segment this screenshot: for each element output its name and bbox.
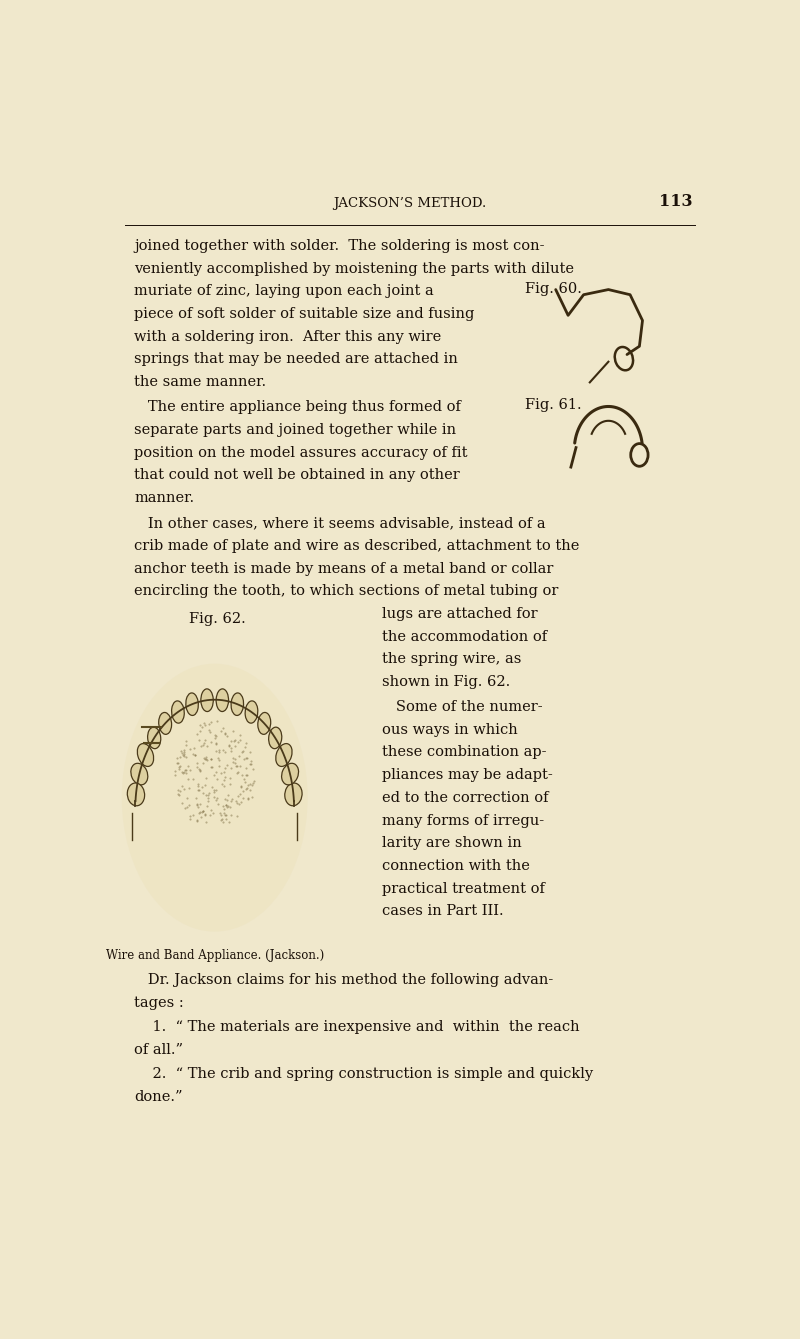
Ellipse shape xyxy=(216,688,229,711)
Ellipse shape xyxy=(186,692,198,715)
Text: done.”: done.” xyxy=(134,1090,182,1103)
Text: the accommodation of: the accommodation of xyxy=(382,629,547,644)
Text: piece of soft solder of suitable size and fusing: piece of soft solder of suitable size an… xyxy=(134,307,474,321)
Text: the same manner.: the same manner. xyxy=(134,375,266,390)
Text: manner.: manner. xyxy=(134,491,194,505)
Ellipse shape xyxy=(269,727,282,749)
Ellipse shape xyxy=(201,688,214,711)
Text: that could not well be obtained in any other: that could not well be obtained in any o… xyxy=(134,469,460,482)
Text: Some of the numer-: Some of the numer- xyxy=(382,700,542,714)
Text: cases in Part III.: cases in Part III. xyxy=(382,904,504,919)
Text: of all.”: of all.” xyxy=(134,1043,183,1056)
Text: 2.  “ The crib and spring construction is simple and quickly: 2. “ The crib and spring construction is… xyxy=(134,1067,594,1081)
Ellipse shape xyxy=(131,763,148,785)
Text: springs that may be needed are attached in: springs that may be needed are attached … xyxy=(134,352,458,367)
Text: ous ways in which: ous ways in which xyxy=(382,723,518,736)
Text: Fig. 62.: Fig. 62. xyxy=(190,612,246,627)
Text: Fig. 61.: Fig. 61. xyxy=(525,398,582,412)
Ellipse shape xyxy=(148,727,161,749)
Text: shown in Fig. 62.: shown in Fig. 62. xyxy=(382,675,510,690)
Text: Fig. 60.: Fig. 60. xyxy=(525,283,582,296)
Text: Wire and Band Appliance. (Jackson.): Wire and Band Appliance. (Jackson.) xyxy=(106,949,324,963)
Text: connection with the: connection with the xyxy=(382,858,530,873)
Text: with a soldering iron.  After this any wire: with a soldering iron. After this any wi… xyxy=(134,329,442,344)
Text: The entire appliance being thus formed of: The entire appliance being thus formed o… xyxy=(134,400,461,414)
Text: encircling the tooth, to which sections of metal tubing or: encircling the tooth, to which sections … xyxy=(134,584,558,599)
Text: Dr. Jackson claims for his method the following advan-: Dr. Jackson claims for his method the fo… xyxy=(134,973,554,987)
Text: these combination ap-: these combination ap- xyxy=(382,746,546,759)
Ellipse shape xyxy=(282,763,298,785)
Text: the spring wire, as: the spring wire, as xyxy=(382,652,522,667)
Text: veniently accomplished by moistening the parts with dilute: veniently accomplished by moistening the… xyxy=(134,261,574,276)
Ellipse shape xyxy=(245,700,258,723)
Ellipse shape xyxy=(122,664,308,932)
Text: pliances may be adapt-: pliances may be adapt- xyxy=(382,769,553,782)
Text: In other cases, where it seems advisable, instead of a: In other cases, where it seems advisable… xyxy=(134,516,546,530)
Text: many forms of irregu-: many forms of irregu- xyxy=(382,814,544,828)
Ellipse shape xyxy=(127,783,145,806)
Text: anchor teeth is made by means of a metal band or collar: anchor teeth is made by means of a metal… xyxy=(134,561,554,576)
Ellipse shape xyxy=(276,743,292,766)
Ellipse shape xyxy=(138,743,154,766)
Text: practical treatment of: practical treatment of xyxy=(382,881,545,896)
Text: larity are shown in: larity are shown in xyxy=(382,837,522,850)
Text: tages :: tages : xyxy=(134,996,184,1010)
Text: joined together with solder.  The soldering is most con-: joined together with solder. The solderi… xyxy=(134,240,545,253)
Ellipse shape xyxy=(231,692,243,715)
Ellipse shape xyxy=(171,700,184,723)
Text: 113: 113 xyxy=(658,193,692,210)
Text: muriate of zinc, laying upon each joint a: muriate of zinc, laying upon each joint … xyxy=(134,284,434,299)
Ellipse shape xyxy=(285,783,302,806)
Text: 1.  “ The materials are inexpensive and  within  the reach: 1. “ The materials are inexpensive and w… xyxy=(134,1020,580,1034)
Text: ed to the correction of: ed to the correction of xyxy=(382,791,549,805)
Ellipse shape xyxy=(158,712,171,734)
Text: lugs are attached for: lugs are attached for xyxy=(382,607,538,621)
Ellipse shape xyxy=(258,712,270,734)
Text: separate parts and joined together while in: separate parts and joined together while… xyxy=(134,423,456,437)
Text: JACKSON’S METHOD.: JACKSON’S METHOD. xyxy=(334,197,486,210)
Text: crib made of plate and wire as described, attachment to the: crib made of plate and wire as described… xyxy=(134,538,579,553)
Text: position on the model assures accuracy of fit: position on the model assures accuracy o… xyxy=(134,446,467,459)
